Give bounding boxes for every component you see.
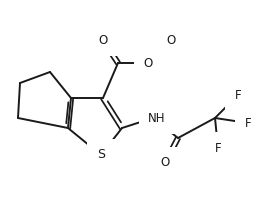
Text: O: O — [166, 33, 176, 47]
Text: O: O — [160, 156, 170, 169]
Text: O: O — [143, 56, 153, 69]
Text: O: O — [98, 33, 108, 47]
Text: S: S — [97, 148, 105, 162]
Text: NH: NH — [148, 111, 166, 125]
Text: F: F — [235, 89, 241, 102]
Text: F: F — [245, 116, 251, 129]
Text: F: F — [215, 142, 221, 154]
